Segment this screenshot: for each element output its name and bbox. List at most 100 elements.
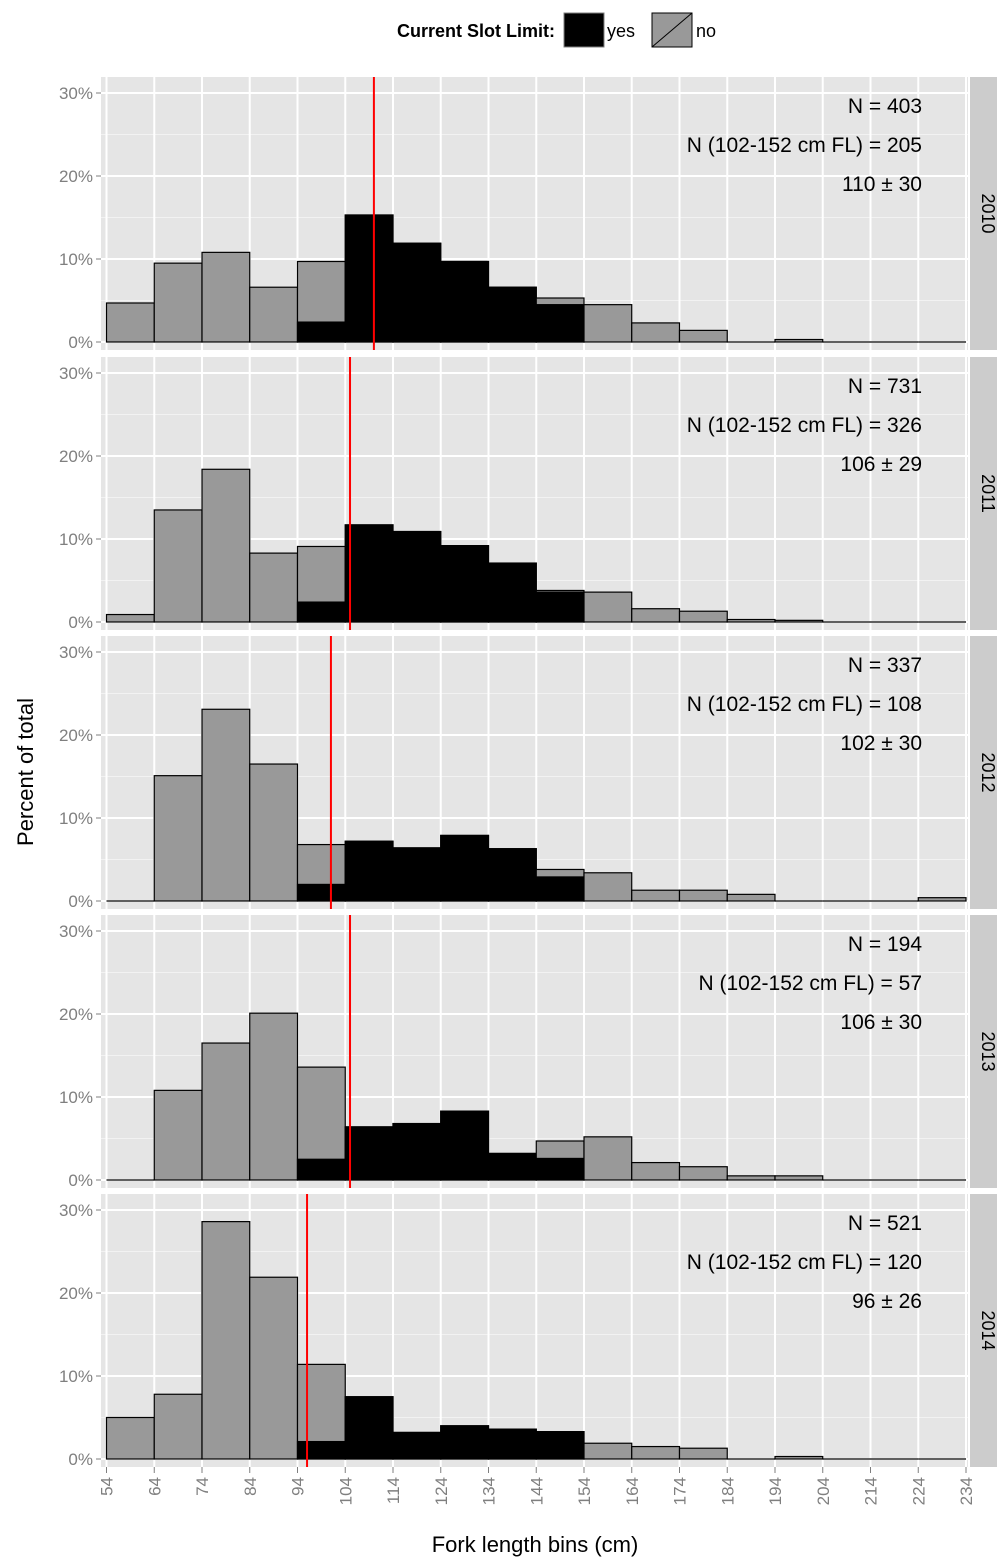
bar-slot-114	[392, 530, 442, 623]
x-tick-label: 144	[527, 1477, 546, 1505]
bar-total-154	[583, 1136, 633, 1181]
facet-panel-2012: 2012 0% 10% 20% 30% N = 337 N (102-152 cm FL) …	[59, 636, 997, 911]
y-tick-label: 10%	[59, 809, 93, 828]
facet-strip-label: 2013	[978, 1031, 997, 1071]
bar-total-74	[201, 468, 251, 623]
panel-annotation: 102 ± 30	[840, 732, 922, 755]
bar-slot-104	[344, 524, 394, 623]
x-tick-label: 154	[575, 1477, 594, 1505]
bar-total-194	[774, 338, 824, 343]
x-tick-label: 174	[671, 1477, 690, 1505]
x-tick-label: 194	[766, 1477, 785, 1505]
facet-strip	[970, 636, 997, 909]
bar-slot-124	[440, 260, 490, 343]
y-tick-label: 30%	[59, 84, 93, 103]
bar-total-184	[726, 1175, 776, 1181]
facet-strip	[970, 357, 997, 630]
bar-slot-134	[487, 1428, 537, 1460]
bar-total-54	[105, 302, 155, 343]
y-tick-label: 20%	[59, 1005, 93, 1024]
bar-slot-104	[344, 1126, 394, 1181]
bar-slot-144	[535, 876, 585, 902]
bar-slot-104	[344, 1396, 394, 1460]
bar-slot-144	[535, 591, 585, 623]
bar-total-84	[249, 763, 299, 902]
bar-slot-134	[487, 1152, 537, 1181]
bar-slot-114	[392, 1122, 442, 1181]
facet-panel-2010: 2010 0% 10% 20% 30% N = 403 N (102-152 cm FL) …	[59, 77, 997, 352]
y-tick-label: 30%	[59, 922, 93, 941]
histogram-bars	[105, 1221, 966, 1460]
bar-slot-124	[440, 834, 490, 902]
bar-total-174	[678, 610, 728, 623]
y-tick-label: 20%	[59, 726, 93, 745]
bar-total-174	[678, 1447, 728, 1460]
bar-total-74	[201, 1042, 251, 1181]
y-tick-label: 30%	[59, 643, 93, 662]
facet-strip-label: 2011	[978, 474, 997, 513]
panel-annotation: N (102-152 cm FL) = 57	[698, 972, 922, 995]
legend-label-yes: yes	[607, 21, 635, 41]
y-tick-label: 20%	[59, 447, 93, 466]
bar-slot-134	[487, 848, 537, 902]
legend: Current Slot Limit: yes no	[397, 12, 716, 48]
x-tick-label: 84	[241, 1477, 260, 1496]
bar-total-64	[153, 262, 203, 343]
bar-total-54	[105, 613, 155, 623]
bar-total-84	[249, 1012, 299, 1181]
bar-total-194	[774, 619, 824, 623]
x-tick-label: 64	[145, 1477, 164, 1496]
bar-slot-94	[296, 1440, 346, 1460]
bar-slot-144	[535, 304, 585, 343]
y-tick-label: 20%	[59, 167, 93, 186]
bar-slot-114	[392, 242, 442, 343]
bar-total-184	[726, 893, 776, 902]
bar-total-74	[201, 1221, 251, 1460]
x-tick-label: 224	[909, 1477, 928, 1505]
bar-slot-134	[487, 562, 537, 623]
panel-annotation: N = 337	[848, 654, 922, 677]
facet-strip-label: 2012	[978, 752, 997, 792]
histogram-bars	[105, 214, 966, 343]
bar-total-174	[678, 889, 728, 902]
facet-panel-2014: 2014 0% 10% 20% 30% N = 521 N (102-152 cm FL) …	[59, 1194, 997, 1469]
bar-total-174	[678, 1166, 728, 1181]
y-tick-label: 10%	[59, 1367, 93, 1386]
bar-slot-104	[344, 840, 394, 902]
y-tick-label: 0%	[68, 1171, 93, 1190]
bar-slot-94	[296, 883, 346, 902]
facet-panel-2011: 2011 0% 10% 20% 30% N = 731 N (102-152 cm FL) …	[59, 357, 997, 632]
panel-annotation: N = 521	[848, 1212, 922, 1235]
facet-strip-label: 2010	[978, 193, 997, 233]
x-tick-label: 94	[289, 1477, 308, 1496]
bar-total-184	[726, 618, 776, 623]
histogram-bars	[106, 1012, 966, 1181]
bar-total-54	[105, 1416, 155, 1460]
panel-annotation: 96 ± 26	[852, 1290, 922, 1313]
bar-total-164	[631, 608, 681, 623]
panel-annotation: N (102-152 cm FL) = 108	[687, 693, 922, 716]
bar-slot-104	[344, 214, 394, 343]
bar-total-164	[631, 322, 681, 343]
bar-total-154	[583, 304, 633, 343]
y-tick-label: 30%	[59, 364, 93, 383]
y-tick-label: 30%	[59, 1201, 93, 1220]
bar-total-64	[153, 1393, 203, 1460]
histogram-bars	[106, 708, 967, 902]
y-tick-label: 0%	[68, 892, 93, 911]
y-tick-label: 0%	[68, 333, 93, 352]
x-tick-label: 54	[98, 1477, 117, 1496]
bar-slot-124	[440, 1110, 490, 1181]
facet-panels: 2010 0% 10% 20% 30% N = 403 N (102-152 cm FL) …	[59, 77, 997, 1469]
y-tick-label: 20%	[59, 1284, 93, 1303]
x-tick-label: 204	[814, 1477, 833, 1505]
bar-total-74	[201, 251, 251, 343]
bar-slot-144	[535, 1157, 585, 1181]
bar-total-64	[153, 775, 203, 902]
bar-total-164	[631, 1445, 681, 1460]
facet-strip	[970, 1194, 997, 1467]
x-tick-label: 124	[432, 1477, 451, 1505]
bar-total-164	[631, 1161, 681, 1181]
bar-slot-94	[296, 1158, 346, 1181]
